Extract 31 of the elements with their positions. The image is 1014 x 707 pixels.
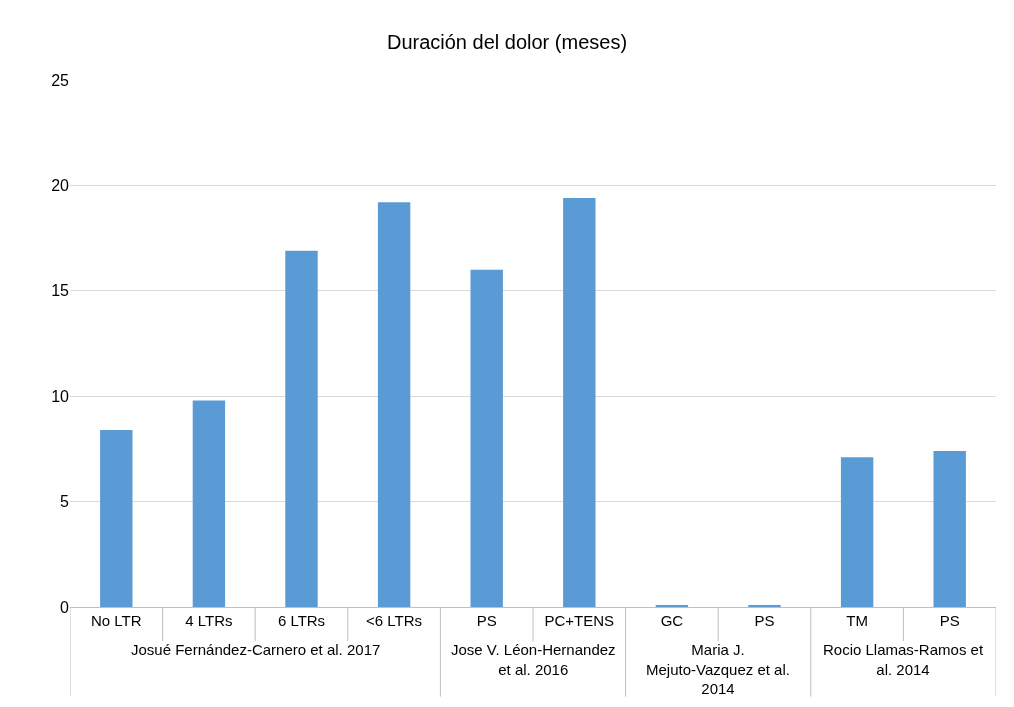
x-tick-label: PC+TENS <box>544 612 615 629</box>
text: Rocio Llamas-Ramos et al. 2014 <box>823 641 984 678</box>
y-tick-label: 15 <box>51 282 70 300</box>
y-tick-label: 5 <box>60 493 70 511</box>
y-tick-label: 25 <box>51 71 70 89</box>
bar <box>377 202 411 607</box>
x-tick-label: 4 LTRs <box>185 612 233 629</box>
bar <box>933 451 966 607</box>
x-tick-label: PS <box>754 612 775 629</box>
bar <box>100 429 133 607</box>
bar <box>470 269 503 607</box>
x-tick-label: 6 LTRs <box>277 612 326 629</box>
text: Maria J. Mejuto-Vazquez et al. 2014 <box>646 641 790 697</box>
bar <box>563 198 596 607</box>
x-tick-label: GC <box>660 612 684 629</box>
chart-title: Duración del dolor (meses) <box>386 31 628 54</box>
bar <box>840 457 874 607</box>
bar <box>655 604 689 607</box>
bar <box>285 250 318 607</box>
bar <box>748 604 781 607</box>
y-tick-label: 10 <box>51 387 70 405</box>
y-tick-label: 20 <box>51 177 70 194</box>
x-tick-label: PS <box>476 612 497 629</box>
text: Jose V. Léon-Hernandez et al. 2016 <box>451 641 616 678</box>
y-tick-label: 0 <box>60 598 70 616</box>
x-tick-label: No LTR <box>91 612 142 629</box>
bar <box>192 400 226 607</box>
x-tick-label: PS <box>939 612 960 629</box>
text: Josué Fernández-Carnero et al. 2017 <box>131 641 381 658</box>
x-tick-label: TM <box>846 612 868 629</box>
x-tick-label: <6 LTRs <box>366 612 423 629</box>
